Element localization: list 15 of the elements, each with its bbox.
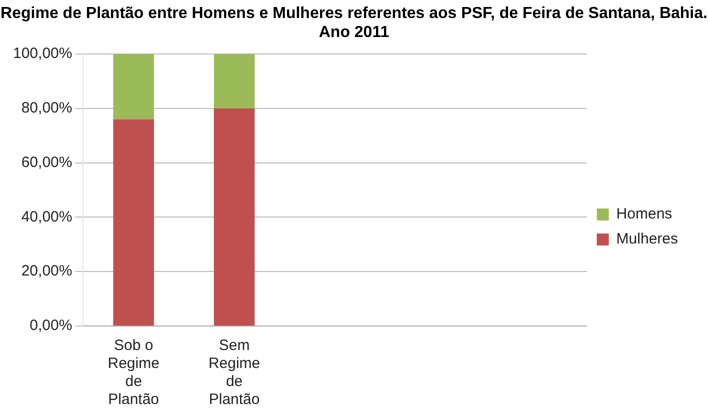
y-tick-label: 100,00% [13, 45, 72, 62]
chart-title: Regime de Plantão entre Homens e Mulheres referentes aos PSF, de Feira de Santana, Bahia. Ano 2011 [0, 4, 708, 42]
legend-label: Mulheres [616, 230, 678, 248]
legend-label: Homens [616, 206, 672, 223]
y-tick-label: 20,00% [21, 262, 72, 280]
x-tick-label: Sem Regime de Plantão [208, 337, 260, 408]
y-tick-label: 60,00% [21, 154, 72, 171]
y-tick-label: 40,00% [21, 208, 72, 226]
bar [113, 119, 154, 326]
bar [214, 108, 255, 326]
y-tick-label: 0,00% [30, 317, 72, 334]
bar [214, 54, 255, 108]
bar [113, 54, 154, 120]
y-tick-label: 80,00% [21, 100, 72, 117]
x-tick-label: Sob o Regime de Plantão [108, 337, 160, 408]
